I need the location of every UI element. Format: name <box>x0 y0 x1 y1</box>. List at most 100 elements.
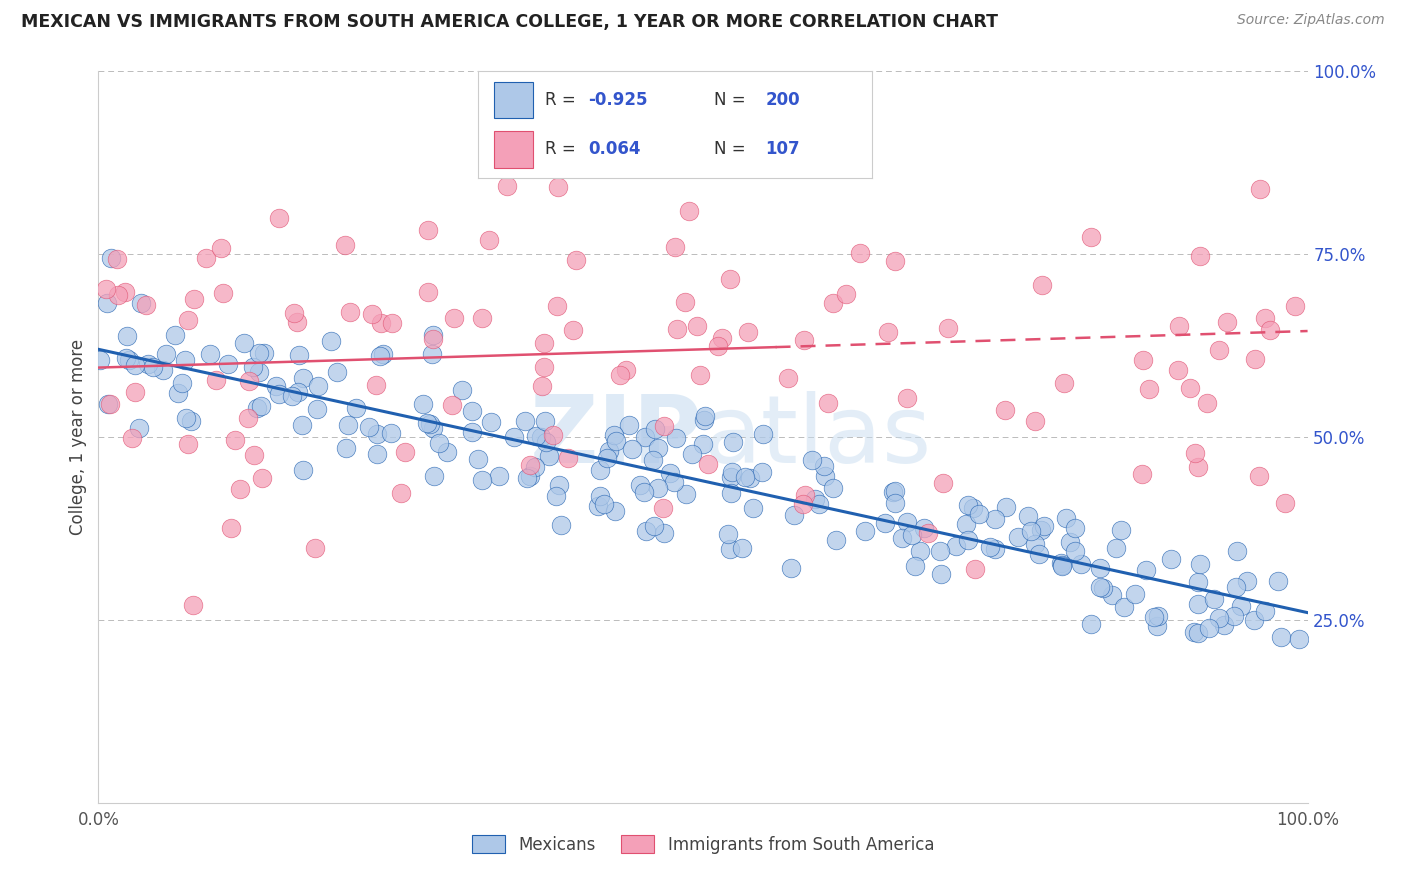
Point <box>107 287 129 301</box>
Point <box>283 306 305 320</box>
Point <box>1064 521 1087 535</box>
Point <box>198 347 221 361</box>
Point <box>1202 591 1225 606</box>
Point <box>647 441 669 455</box>
Point <box>165 328 187 343</box>
Point <box>135 298 157 312</box>
Point <box>1091 581 1114 595</box>
Point <box>1059 534 1081 549</box>
Point <box>209 241 232 255</box>
Point <box>681 447 703 461</box>
Point <box>717 527 740 541</box>
Point <box>180 414 202 428</box>
Point <box>634 430 657 444</box>
Point <box>1208 343 1230 357</box>
Point <box>243 448 266 462</box>
Point <box>689 368 711 382</box>
Point <box>686 319 709 334</box>
Point <box>422 469 444 483</box>
Point <box>983 511 1005 525</box>
Point <box>174 410 197 425</box>
Point <box>1178 381 1201 395</box>
Point <box>548 478 571 492</box>
Point <box>994 403 1017 417</box>
Point <box>488 469 510 483</box>
Point <box>1197 395 1219 409</box>
Point <box>115 351 138 365</box>
Point <box>1147 609 1170 624</box>
Point <box>912 521 935 535</box>
Point <box>544 489 567 503</box>
Point <box>361 307 384 321</box>
Point <box>932 475 955 490</box>
Point <box>929 544 952 558</box>
Point <box>1130 467 1153 481</box>
Point <box>233 335 256 350</box>
Point <box>1031 523 1053 537</box>
Point <box>94 282 117 296</box>
Point <box>984 541 1007 556</box>
Point <box>823 481 845 495</box>
Text: N =: N = <box>714 91 751 109</box>
Point <box>536 435 558 450</box>
Point <box>267 211 290 226</box>
Point <box>117 329 139 343</box>
Point <box>176 437 198 451</box>
Point <box>1064 544 1087 558</box>
Point <box>1188 249 1211 263</box>
Point <box>269 386 291 401</box>
Point <box>720 470 742 484</box>
Point <box>658 466 681 480</box>
Point <box>250 471 273 485</box>
Point <box>419 417 441 432</box>
Point <box>253 346 276 360</box>
Point <box>936 320 959 334</box>
Point <box>824 533 846 547</box>
Point <box>1114 599 1136 614</box>
Point <box>281 389 304 403</box>
Point <box>1267 574 1289 588</box>
Point <box>903 558 925 573</box>
Point <box>1243 614 1265 628</box>
Point <box>718 272 741 286</box>
Point <box>246 401 269 416</box>
Point <box>737 325 759 339</box>
Point <box>287 348 309 362</box>
FancyBboxPatch shape <box>494 131 533 168</box>
Point <box>751 465 773 479</box>
Point <box>589 489 612 503</box>
Point <box>1187 598 1209 612</box>
Point <box>1146 619 1168 633</box>
Point <box>479 415 502 429</box>
Point <box>131 296 153 310</box>
Point <box>721 434 744 449</box>
Point <box>1187 625 1209 640</box>
Point <box>634 524 657 539</box>
Point <box>614 363 637 377</box>
Y-axis label: College, 1 year or more: College, 1 year or more <box>69 339 87 535</box>
Point <box>813 468 835 483</box>
Point <box>855 524 877 538</box>
Point <box>967 508 990 522</box>
Point <box>1208 611 1230 625</box>
Point <box>1184 625 1206 640</box>
Point <box>366 446 388 460</box>
Point <box>524 429 547 443</box>
Text: ZIP: ZIP <box>530 391 703 483</box>
Point <box>141 359 163 374</box>
Point <box>412 397 434 411</box>
Point <box>1260 323 1282 337</box>
Point <box>1225 580 1247 594</box>
Point <box>98 397 121 411</box>
Point <box>1053 376 1076 390</box>
Point <box>1123 587 1146 601</box>
Point <box>675 487 697 501</box>
Point <box>1024 414 1046 428</box>
Point <box>884 254 907 268</box>
Point <box>955 516 977 531</box>
Point <box>807 497 830 511</box>
Point <box>929 566 952 581</box>
Point <box>603 428 626 442</box>
Point <box>994 500 1017 514</box>
Point <box>695 409 717 424</box>
